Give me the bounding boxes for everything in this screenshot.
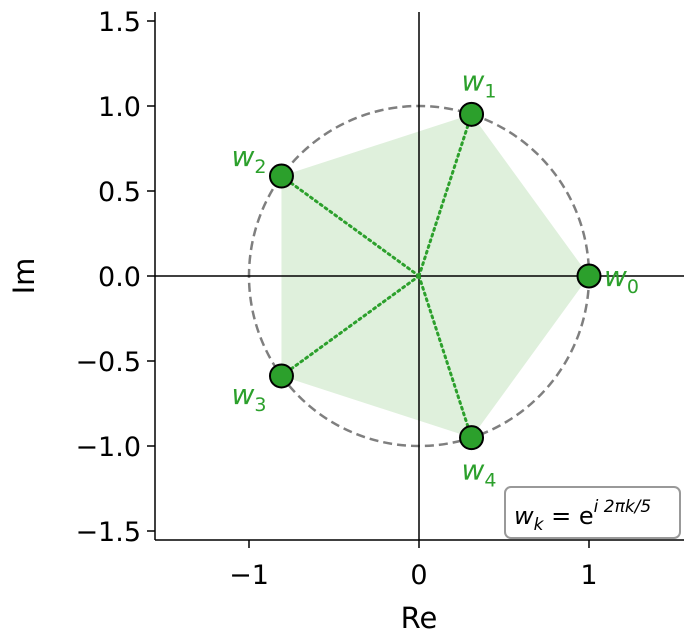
point-label-w2: w2 [231, 140, 266, 178]
point-label-w3: w3 [231, 378, 266, 416]
spoke-line-2 [279, 174, 421, 278]
formula-text: wk = ei 2πk/5 [514, 497, 651, 535]
x-tick-label: 0 [410, 560, 427, 591]
point-marker-w1 [459, 101, 485, 127]
spoke-line-3 [279, 274, 421, 378]
x-tick-label: 1 [580, 560, 597, 591]
y-tick-label: 1.0 [98, 92, 141, 123]
point-marker-w4 [459, 425, 485, 451]
y-tick-label: 1.5 [98, 7, 141, 38]
point-marker-w0 [576, 263, 602, 289]
y-tick-label: −1.5 [75, 517, 141, 548]
point-label-w0: w0 [604, 260, 639, 298]
x-tick-label: −1 [229, 560, 269, 591]
y-tick-label: 0.0 [98, 262, 141, 293]
spoke-line-4 [417, 274, 474, 440]
point-marker-w3 [268, 363, 294, 389]
x-axis-label: Re [401, 601, 438, 635]
y-tick-label: −1.0 [75, 432, 141, 463]
point-label-w4: w4 [462, 454, 497, 492]
point-label-w1: w1 [462, 64, 497, 102]
y-tick-label: 0.5 [98, 177, 141, 208]
y-axis-label: Im [7, 258, 41, 295]
point-marker-w2 [268, 163, 294, 189]
formula-box-frame [504, 486, 681, 539]
spoke-line-1 [417, 112, 474, 278]
formula-box: wk = ei 2πk/5 [504, 486, 681, 539]
y-tick-label: −0.5 [75, 347, 141, 378]
